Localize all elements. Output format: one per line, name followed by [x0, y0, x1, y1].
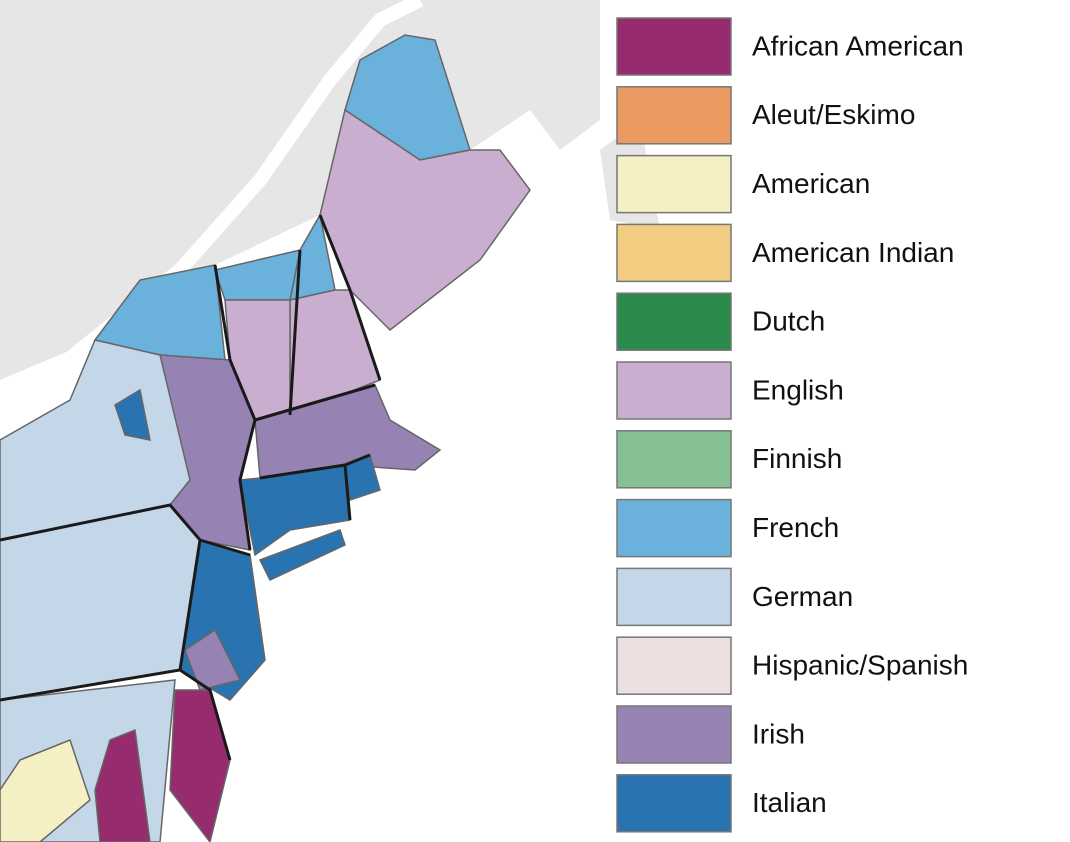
legend-swatch [616, 774, 732, 833]
chesapeake-counties [94, 728, 151, 842]
virginia-american [0, 739, 91, 842]
canada-land [0, 0, 600, 380]
legend-swatch [616, 705, 732, 764]
legend-label: Dutch [752, 306, 825, 337]
legend-label: English [752, 374, 844, 405]
legend-swatch [616, 498, 732, 558]
legend-swatch [616, 361, 732, 420]
legend-label: Irish [752, 718, 805, 749]
legend-swatch [616, 86, 732, 145]
legend-label: American [752, 168, 870, 199]
legend-label: French [752, 512, 839, 543]
legend-swatch [616, 430, 732, 489]
legend-label: Italian [752, 787, 827, 818]
state-borders [0, 214, 382, 761]
legend-label: African American [752, 30, 964, 61]
legend-label: Aleut/Eskimo [752, 99, 915, 130]
map [0, 0, 660, 842]
legend: African American Aleut/Eskimo American Amer… [616, 17, 968, 833]
new-york-county [114, 388, 151, 441]
legend-swatch [616, 154, 732, 214]
legend-label: Hispanic/Spanish [752, 650, 968, 681]
legend-label: American Indian [752, 237, 954, 268]
legend-label: Finnish [752, 443, 842, 474]
legend-label: German [752, 581, 853, 612]
st-lawrence-river [0, 0, 424, 426]
legend-swatch [616, 223, 732, 283]
new-jersey-west [184, 628, 242, 691]
legend-swatch [616, 636, 732, 695]
legend-swatch [616, 17, 732, 76]
long-island [258, 529, 346, 581]
legend-swatch [616, 292, 732, 351]
legend-swatch [616, 567, 732, 627]
delmarva [169, 689, 231, 842]
